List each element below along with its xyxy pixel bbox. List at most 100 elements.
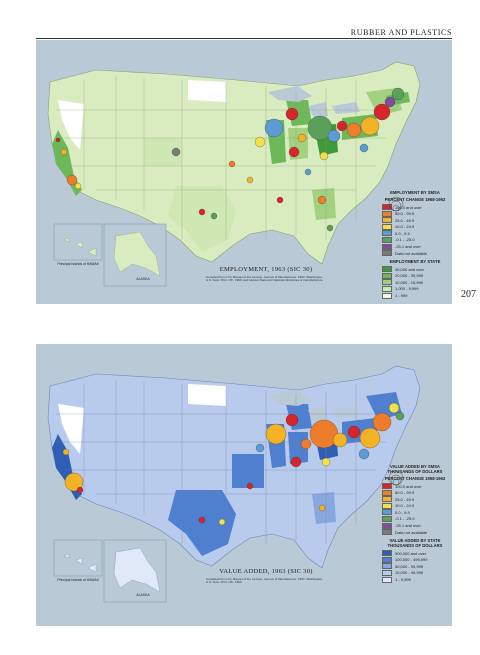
legend-label: Data not available [395,250,428,256]
state-northdakota [188,384,226,406]
legend-label: 0.0 - 9.9 [395,230,410,236]
smsa-circle [346,122,362,138]
legend-label: 25.0 - 49.9 [395,217,415,223]
legend-row: Data not available [382,250,448,257]
legend-row: 10,000 - 19,999 [382,279,448,286]
legend-label: 10,000 - 19,999 [395,279,424,285]
header-rule [36,38,452,39]
smsa-circle [300,438,312,450]
smsa-circle [288,146,300,158]
smsa-circle [332,432,348,448]
hawaii-label: Principal Islands of HAWAII [57,262,99,266]
legend-row: 50.0 - 99.9 [382,489,448,496]
smsa-circle [228,160,236,168]
hawaii-islands [63,553,97,573]
legend-swatch [382,556,392,563]
employment-map-credit: Compiled from U.S. Bureau of the Census,… [206,275,324,283]
legend-swatch [382,223,392,230]
legend-swatch [382,489,392,496]
legend-label: 25.0 - 49.9 [395,496,415,502]
smsa-circle [336,120,348,132]
legend-label: 50.0 - 99.9 [395,211,415,217]
legend-swatch [382,204,392,210]
smsa-circle [285,413,299,427]
legend-label: 50.0 - 99.9 [395,490,415,496]
legend-smsa-title: VALUE ADDED BY SMSA THOUSANDS OF DOLLARS [387,464,443,474]
legend-label: -0.1 - -25.0 [395,237,415,243]
legend-label: 50,000 - 99,999 [395,563,424,569]
smsa-circle [76,486,84,494]
smsa-circle [276,196,284,204]
state-nevada [58,100,84,150]
legend-label: 10,000 - 49,999 [395,570,424,576]
smsa-circle [395,411,405,421]
smsa-circle [326,224,334,232]
alaska-label: ALASKA [136,277,150,281]
employment-map-title: EMPLOYMENT, 1963 (SIC 30) [219,266,313,273]
employment-map: Principal Islands of HAWAII ALASKA EMPLO… [36,40,452,304]
smsa-circle [391,87,405,101]
legend-state-title: VALUE ADDED BY STATE THOUSANDS OF DOLLAR… [387,538,443,549]
legend-swatch [382,217,392,224]
legend-state-title: EMPLOYMENT BY STATE [389,259,441,265]
smsa-circle [317,195,327,205]
legend-size-circles [388,196,404,212]
smsa-circles [55,87,405,232]
legend-swatch [382,279,392,286]
legend-row: 500,000 and over [382,550,448,557]
smsa-circle [359,427,381,449]
legend-swatch [382,509,392,516]
smsa-circle [297,133,307,143]
smsa-circle [198,516,206,524]
legend-row: Data not available [382,529,448,536]
legend-row: 10,000 - 49,999 [382,569,448,576]
legend-row: -0.1 - -25.0 [382,515,448,522]
smsa-circle [264,118,284,138]
legend-row: -25.1 and over [382,243,448,250]
legend-label: 1 - 9,999 [395,577,411,583]
legend-smsa-title: EMPLOYMENT BY SMSA [390,190,440,195]
smsa-circle [318,504,326,512]
page-number: 207 [461,289,476,300]
smsa-circle [66,174,78,186]
smsa-circle [358,448,370,460]
legend-row: 50,000 - 99,999 [382,563,448,570]
employment-legend: EMPLOYMENT BY SMSA PERCENT CHANGE 1958-1… [382,190,448,299]
legend-swatch [382,576,392,583]
state-colorado [144,138,182,166]
value-added-map-credit: Compiled from U.S. Bureau of the Census,… [206,577,323,585]
employment-map-graphic [47,61,421,287]
legend-swatch [382,230,392,237]
legend-label: -0.1 - -25.0 [395,516,415,522]
hawaii-label: Principal Islands of HAWAII [57,578,99,582]
state-texas [168,186,236,252]
legend-row: 0.0 - 9.9 [382,230,448,237]
smsa-circle [285,107,299,121]
legend-row: 25.0 - 49.9 [382,496,448,503]
smsa-circle [307,115,333,141]
legend-label: 100.0 and over [395,204,422,210]
smsa-circle [265,423,287,445]
legend-label: Data not available [395,529,428,535]
legend-label: -25.1 and over [395,244,421,250]
legend-row: 0.0 - 9.9 [382,509,448,516]
legend-swatch [382,243,392,250]
state-northdakota [188,80,226,102]
legend-row: -0.1 - -25.0 [382,236,448,243]
state-nevada [58,404,84,454]
legend-row: 1 - 9,999 [382,576,448,583]
value-added-map-title: VALUE ADDED, 1963 (SIC 30) [219,568,313,575]
smsa-circle [255,443,265,453]
smsa-circle [373,103,391,121]
smsa-circle [74,182,82,190]
smsa-circle [347,425,361,439]
hawaii-islands [63,237,97,257]
legend-label: 500,000 and over [395,550,427,556]
legend-row: 100,000 - 499,999 [382,556,448,563]
smsa-circle [304,168,312,176]
legend-swatch [382,266,392,273]
smsa-circle [360,116,380,136]
smsa-circle [246,176,254,184]
legend-label: 0.0 - 9.9 [395,509,410,515]
legend-label: 100,000 - 499,999 [395,557,428,563]
